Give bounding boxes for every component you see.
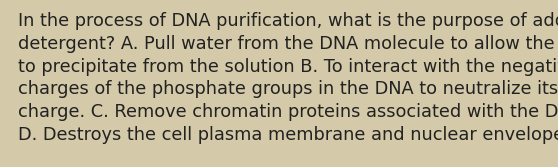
Text: to precipitate from the solution B. To interact with the negative: to precipitate from the solution B. To i… xyxy=(18,58,558,76)
Text: In the process of DNA purification, what is the purpose of adding: In the process of DNA purification, what… xyxy=(18,12,558,30)
Text: detergent? A. Pull water from the DNA molecule to allow the DNA: detergent? A. Pull water from the DNA mo… xyxy=(18,35,558,53)
Text: D. Destroys the cell plasma membrane and nuclear envelope: D. Destroys the cell plasma membrane and… xyxy=(18,126,558,144)
Text: charges of the phosphate groups in the DNA to neutralize its: charges of the phosphate groups in the D… xyxy=(18,80,558,98)
Text: charge. C. Remove chromatin proteins associated with the DNA: charge. C. Remove chromatin proteins ass… xyxy=(18,103,558,121)
